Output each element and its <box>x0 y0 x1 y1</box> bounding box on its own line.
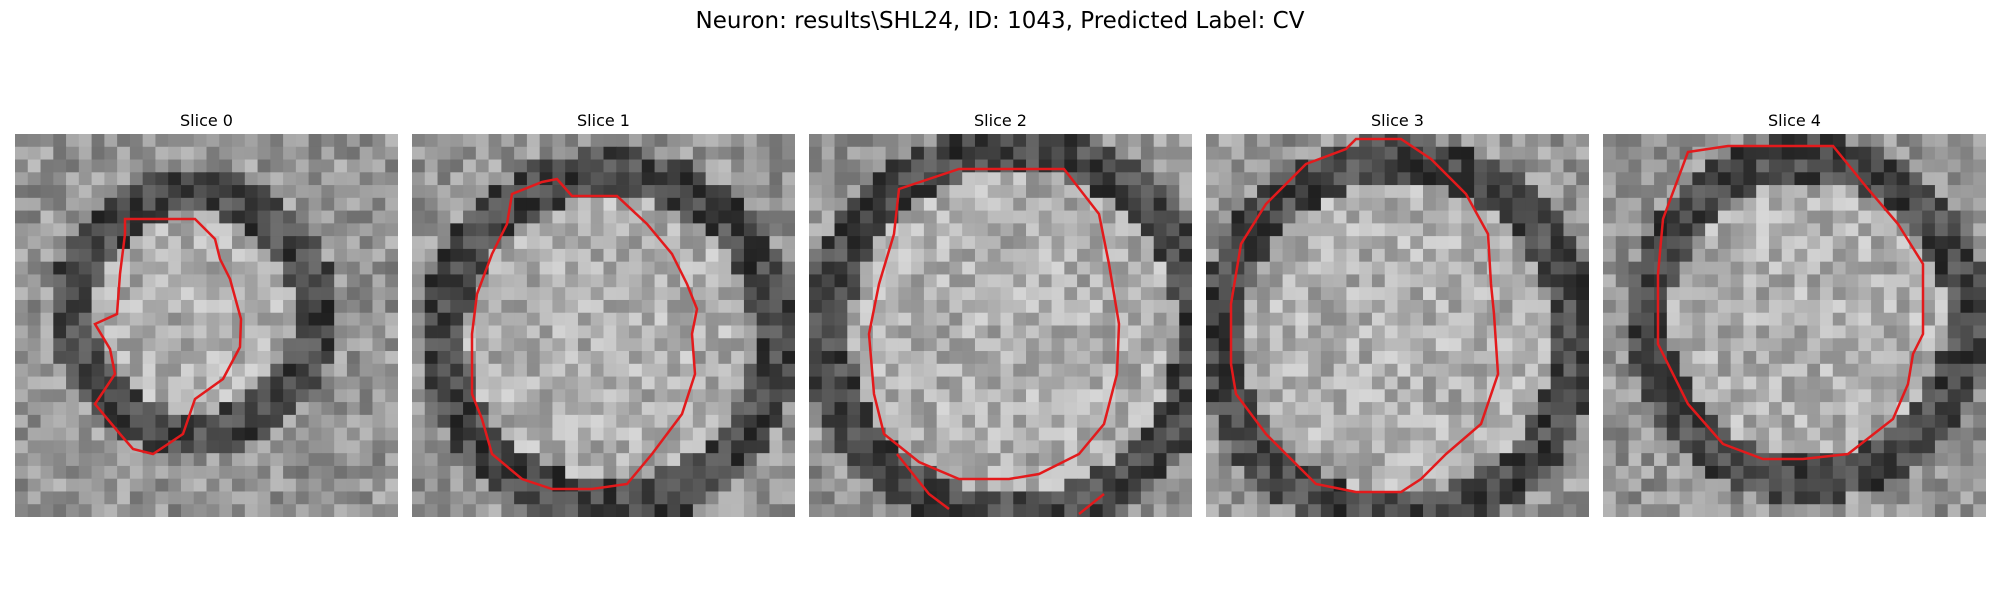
slice-title: Slice 0 <box>180 111 233 130</box>
slice-panel-4: Slice 4 <box>1603 108 1986 517</box>
segmentation-contour <box>1229 137 1500 494</box>
slice-panel-0: Slice 0 <box>15 108 398 517</box>
slice-image <box>1603 134 1986 517</box>
slice-image <box>412 134 795 517</box>
figure-title: Neuron: results\SHL24, ID: 1043, Predict… <box>695 8 1305 34</box>
neighbor-contour-fragment <box>896 453 950 510</box>
segmentation-contour <box>470 177 699 491</box>
segmentation-contour <box>867 167 1121 481</box>
neighbor-contour-fragment <box>1078 493 1105 515</box>
slice-image <box>15 134 398 517</box>
segmentation-contour <box>1656 144 1925 461</box>
image-pixels <box>809 134 1192 517</box>
slice-panel-2: Slice 2 <box>809 108 1192 517</box>
slice-title: Slice 4 <box>1768 111 1821 130</box>
image-pixels <box>1603 134 1986 517</box>
segmentation-contour <box>93 217 243 456</box>
image-pixels <box>15 134 398 517</box>
slice-title: Slice 3 <box>1371 111 1424 130</box>
slice-title: Slice 1 <box>577 111 630 130</box>
slice-title: Slice 2 <box>974 111 1027 130</box>
image-pixels <box>412 134 795 517</box>
image-pixels <box>1206 134 1589 517</box>
slice-panel-1: Slice 1 <box>412 108 795 517</box>
slice-image <box>809 134 1192 517</box>
slice-image <box>1206 134 1589 517</box>
slice-panel-3: Slice 3 <box>1206 108 1589 517</box>
